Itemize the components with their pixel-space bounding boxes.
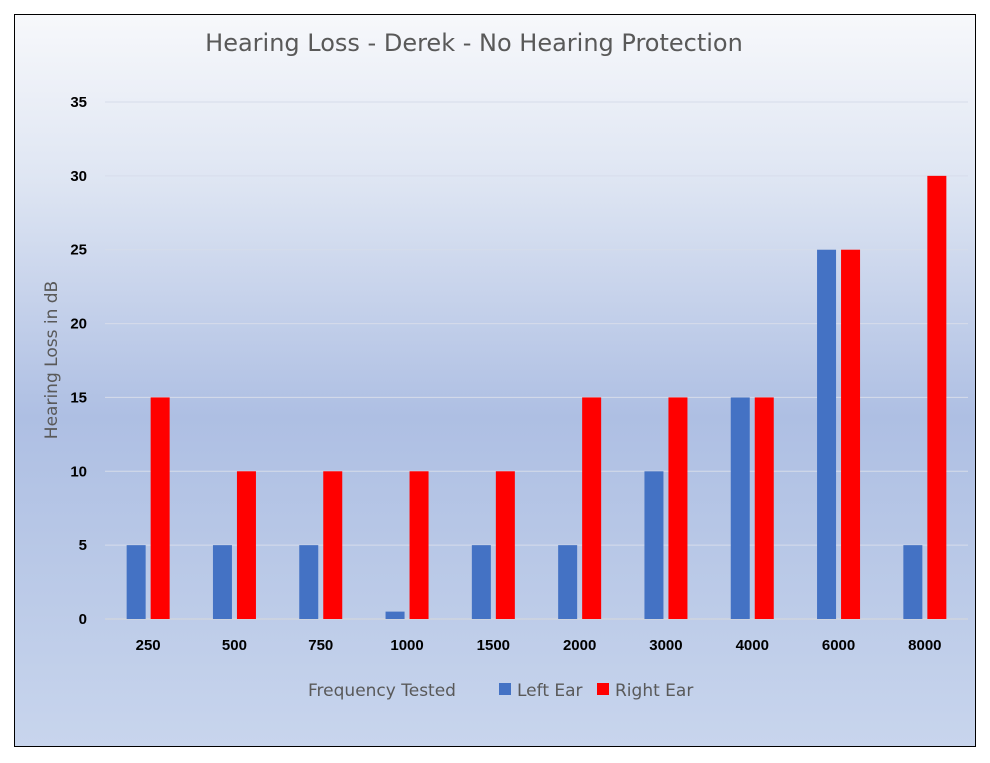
bar-left-ear bbox=[212, 545, 232, 619]
legend-swatch bbox=[499, 683, 511, 695]
bar-right-ear bbox=[668, 397, 688, 619]
bar-left-ear bbox=[644, 471, 664, 619]
chart-title: Hearing Loss - Derek - No Hearing Protec… bbox=[205, 29, 743, 57]
y-tick-label: 20 bbox=[70, 316, 87, 333]
x-tick-label: 1000 bbox=[390, 637, 423, 654]
bar-left-ear bbox=[299, 545, 319, 619]
bar-left-ear bbox=[558, 545, 578, 619]
bar-left-ear bbox=[385, 611, 405, 619]
x-axis-label: Frequency Tested bbox=[308, 681, 456, 701]
bar-right-ear bbox=[841, 249, 861, 619]
bar-left-ear bbox=[126, 545, 146, 619]
x-tick-label: 3000 bbox=[649, 637, 682, 654]
bar-left-ear bbox=[471, 545, 491, 619]
y-tick-label: 5 bbox=[79, 537, 87, 554]
bar-right-ear bbox=[754, 397, 774, 619]
x-tick-label: 250 bbox=[136, 637, 161, 654]
y-tick-label: 30 bbox=[70, 168, 87, 185]
x-tick-label: 500 bbox=[222, 637, 247, 654]
x-tick-label: 4000 bbox=[736, 637, 769, 654]
bar-left-ear bbox=[903, 545, 923, 619]
legend-label: Right Ear bbox=[615, 681, 693, 701]
bar-right-ear bbox=[323, 471, 343, 619]
bar-right-ear bbox=[495, 471, 515, 619]
y-tick-label: 15 bbox=[70, 389, 87, 406]
x-tick-label: 1500 bbox=[477, 637, 510, 654]
x-tick-label: 6000 bbox=[822, 637, 855, 654]
y-tick-label: 35 bbox=[70, 94, 87, 111]
x-tick-label: 8000 bbox=[908, 637, 941, 654]
bar-right-ear bbox=[927, 175, 947, 619]
y-axis-label: Hearing Loss in dB bbox=[42, 281, 62, 439]
x-tick-label: 2000 bbox=[563, 637, 596, 654]
y-tick-label: 10 bbox=[70, 463, 87, 480]
bar-left-ear bbox=[730, 397, 750, 619]
bar-right-ear bbox=[150, 397, 170, 619]
y-tick-label: 0 bbox=[79, 611, 87, 628]
legend-label: Left Ear bbox=[517, 681, 583, 701]
bar-right-ear bbox=[236, 471, 256, 619]
bar-right-ear bbox=[582, 397, 602, 619]
y-tick-label: 25 bbox=[70, 242, 87, 259]
chart-frame bbox=[14, 14, 976, 747]
x-tick-label: 750 bbox=[308, 637, 333, 654]
bar-left-ear bbox=[817, 249, 837, 619]
legend-swatch bbox=[597, 683, 609, 695]
bar-right-ear bbox=[409, 471, 429, 619]
